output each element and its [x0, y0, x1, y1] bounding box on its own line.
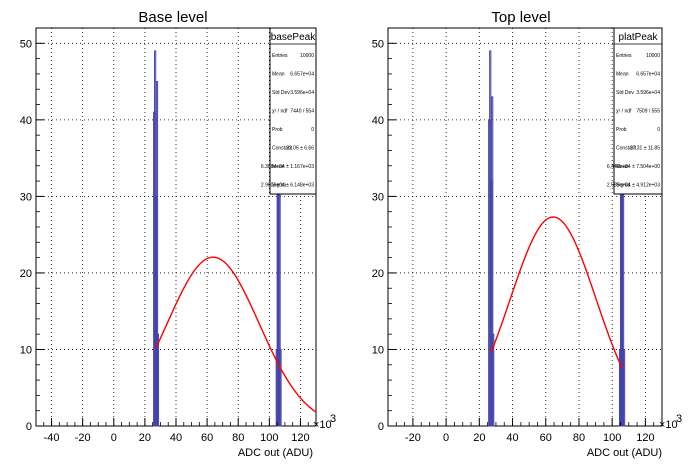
- stats-row-value: 6.388e+04 ± 1.167e+03: [261, 164, 314, 170]
- stats-box-frame: [269, 27, 317, 195]
- stats-row-label: χ² / ndf: [616, 109, 632, 115]
- y-tick-label: 40: [372, 115, 384, 127]
- x-multiplier-exponent: 3: [330, 413, 336, 425]
- x-tick-label: 20: [139, 432, 151, 444]
- stats-row-value: 10000: [300, 53, 314, 59]
- stats-row-value: 22.06 ± 6.66: [286, 146, 314, 152]
- y-tick-label: 20: [20, 268, 32, 280]
- y-tick-label: 30: [20, 191, 32, 203]
- y-tick-label: 50: [20, 38, 32, 50]
- stats-row-value: 6.657e+04: [636, 72, 660, 78]
- y-tick-label: 20: [372, 268, 384, 280]
- x-tick-label: 40: [506, 432, 518, 444]
- stats-row-label: χ² / ndf: [272, 109, 288, 115]
- stats-row-value: 0: [657, 127, 660, 133]
- x-tick-label: 100: [260, 432, 278, 444]
- x-tick-label: -20: [75, 432, 91, 444]
- stats-row-label: Entries: [272, 53, 288, 59]
- x-axis-label: ADC out (ADU): [238, 447, 313, 459]
- x-axis-label: ADC out (ADU): [587, 447, 662, 459]
- stats-row-value: 7440 / 554: [290, 109, 314, 115]
- stats-row-value: 0: [311, 127, 314, 133]
- y-tick-label: 0: [26, 421, 32, 433]
- stats-row-value: 3.596e+04: [290, 90, 314, 96]
- x-multiplier: ×10: [313, 419, 332, 431]
- x-tick-label: 120: [636, 432, 654, 444]
- stats-row-value: 2.960e+04 ± 6.148e+03: [261, 183, 314, 189]
- stats-row-label: Constant: [616, 146, 637, 152]
- stats-row-value: 6.657e+04: [290, 72, 314, 78]
- stats-box-name: platPeak: [619, 32, 659, 43]
- histogram-bin: [492, 333, 495, 427]
- stats-row-value: 6.446e+04 ± 7.504e+00: [607, 164, 660, 170]
- stats-row-label: Sigma: [616, 183, 630, 189]
- x-tick-label: 80: [232, 432, 244, 444]
- chart-panel-2: Top level-20 0 20 40 60 80 100 12001020304050×1…: [372, 9, 682, 459]
- stats-row-label: Mean: [616, 72, 629, 78]
- x-tick-label: 80: [573, 432, 585, 444]
- x-tick-label: 60: [540, 432, 552, 444]
- x-multiplier-exponent: 3: [676, 413, 682, 425]
- x-tick-label: 100: [603, 432, 621, 444]
- x-tick-label: -20: [405, 432, 421, 444]
- y-tick-label: 30: [372, 191, 384, 203]
- stats-row-label: Std Dev: [616, 90, 634, 96]
- x-tick-label: 60: [201, 432, 213, 444]
- stats-box: platPeak Entries 10000 Mean 6.657e+04 Std Dev…: [607, 27, 663, 195]
- stats-box-frame: [613, 27, 663, 195]
- fit-curve: [490, 216, 623, 369]
- y-tick-label: 10: [372, 344, 384, 356]
- y-tick-label: 0: [378, 421, 384, 433]
- x-tick-label: 20: [473, 432, 485, 444]
- chart-title: Base level: [138, 9, 207, 26]
- stats-box-name: basePeak: [271, 32, 316, 43]
- stats-row-label: Std Dev: [272, 90, 290, 96]
- stats-row-value: 10000: [646, 53, 660, 59]
- stats-row-label: Entries: [616, 53, 632, 59]
- stats-row-label: Mean: [272, 164, 285, 170]
- stats-row-label: Sigma: [272, 183, 286, 189]
- x-tick-label: 40: [170, 432, 182, 444]
- histogram-bin: [156, 333, 160, 427]
- y-tick-label: 10: [20, 344, 32, 356]
- stats-row-label: Prob: [272, 127, 283, 133]
- chart-title: Top level: [491, 9, 550, 26]
- stats-row-value: 27.31 ± 11.85: [630, 146, 660, 152]
- histogram-bin: [279, 348, 282, 427]
- x-tick-label: 0: [111, 432, 117, 444]
- stats-row-value: 3.596e+04: [636, 90, 660, 96]
- stats-box: basePeak Entries 10000 Mean 6.657e+04 Std Dev…: [261, 27, 317, 195]
- stats-row-label: Prob: [616, 127, 627, 133]
- x-multiplier: ×10: [659, 419, 678, 431]
- stats-row-value: 2.589e+04 ± 4.912e+03: [607, 183, 660, 189]
- chart-panel-1: Base level-40 -20 0 20 40 60 80 100 120010203040…: [20, 9, 336, 459]
- stats-row-label: Constant: [272, 146, 293, 152]
- fit-curve: [155, 256, 317, 413]
- x-tick-label: -40: [44, 432, 60, 444]
- y-tick-label: 40: [20, 115, 32, 127]
- stats-row-label: Mean: [616, 164, 629, 170]
- histogram-bin: [622, 348, 626, 427]
- x-tick-label: 0: [443, 432, 449, 444]
- stats-row-label: Mean: [272, 72, 285, 78]
- x-tick-label: 120: [291, 432, 309, 444]
- y-tick-label: 50: [372, 38, 384, 50]
- stats-row-value: 7509 / 555: [636, 109, 660, 115]
